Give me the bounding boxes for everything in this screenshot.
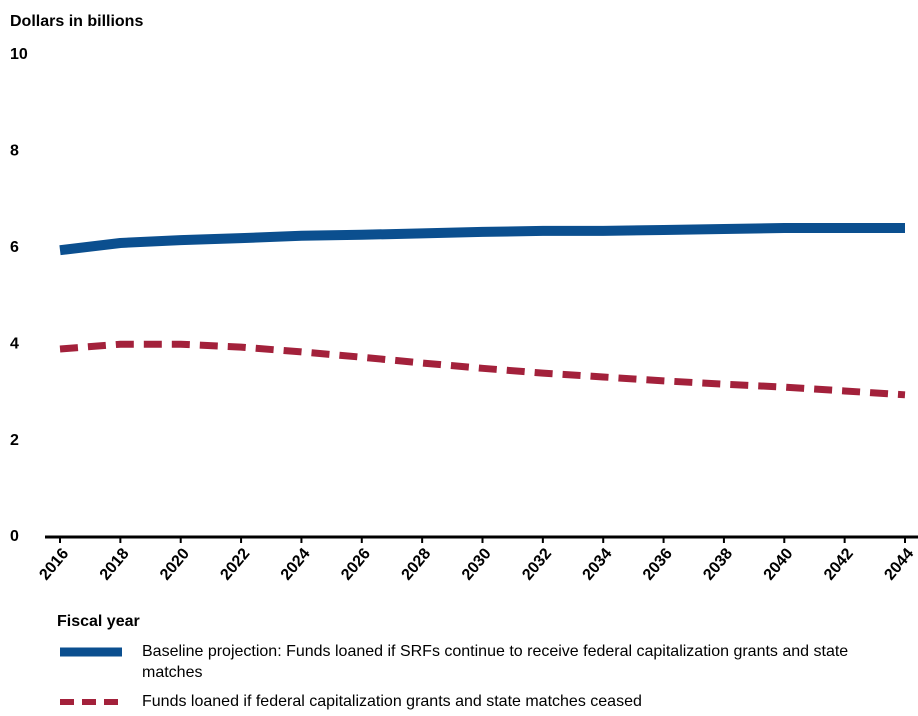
legend-label: Funds loaned if federal capitalization g…	[142, 693, 642, 710]
x-tick-label: 2036	[640, 545, 676, 583]
x-tick-label: 2022	[217, 545, 253, 583]
x-tick-label: 2024	[278, 545, 314, 583]
legend-label: Baseline projection: Funds loaned if SRF…	[142, 643, 849, 681]
x-axis-label: Fiscal year	[57, 613, 140, 630]
x-tick-label: 2034	[580, 545, 616, 583]
data-line	[59, 340, 906, 399]
y-tick-label: 10	[10, 46, 28, 63]
y-tick-label: 6	[10, 239, 19, 256]
x-tick-label: 2018	[97, 545, 133, 583]
x-tick-label: 2030	[459, 545, 495, 583]
x-tick-label: 2020	[157, 545, 193, 583]
x-tick-label: 2016	[36, 545, 72, 583]
y-tick-label: 2	[10, 432, 19, 449]
y-tick-label: 4	[10, 335, 19, 352]
y-tick-label: 0	[10, 528, 19, 545]
x-tick-label: 2032	[519, 545, 555, 583]
y-tick-label: 8	[10, 143, 19, 160]
x-tick-label: 2028	[399, 545, 435, 583]
x-tick-label: 2026	[338, 545, 374, 583]
x-tick-label: 2044	[881, 545, 917, 583]
x-tick-label: 2038	[700, 545, 736, 583]
x-tick-label: 2040	[761, 545, 797, 583]
y-axis-label: Dollars in billions	[10, 13, 143, 30]
data-line	[59, 223, 905, 256]
x-tick-label: 2042	[821, 545, 857, 583]
